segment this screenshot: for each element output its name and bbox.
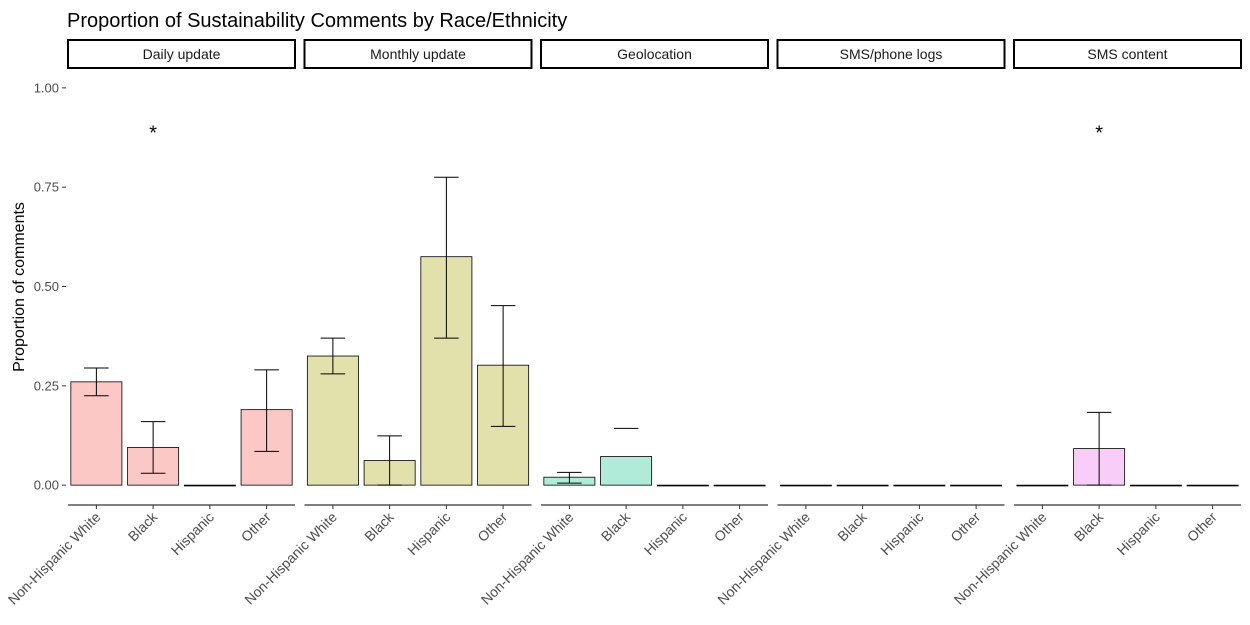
x-tick-label: Black xyxy=(598,508,634,544)
significance-marker: * xyxy=(1095,123,1103,145)
x-tick-label: Other xyxy=(238,509,274,545)
facet-strip xyxy=(1013,39,1242,69)
significance-marker: * xyxy=(149,123,157,145)
x-tick-label: Black xyxy=(361,508,397,544)
x-tick-label: Hispanic xyxy=(404,509,453,558)
facet-strip-label: Monthly update xyxy=(370,46,466,62)
y-tick-label: 0.75 xyxy=(34,180,59,195)
bar xyxy=(1016,484,1069,487)
facet-strip xyxy=(776,39,1006,69)
panel-daily-update: Daily update Non-Hispanic White * Black Hisp… xyxy=(5,39,296,608)
bar xyxy=(950,484,1003,487)
x-tick-label: Non-Hispanic White xyxy=(5,509,104,608)
x-tick-label: Other xyxy=(474,509,510,545)
bar xyxy=(70,381,123,486)
facet-strip xyxy=(67,39,296,69)
facet-strip-label: Daily update xyxy=(143,46,221,62)
y-tick-label: 0.00 xyxy=(34,478,59,493)
facet-strip xyxy=(303,39,533,69)
y-tick-label: 0.50 xyxy=(34,279,59,294)
x-tick-label: Other xyxy=(711,509,747,545)
bar xyxy=(306,355,359,486)
y-tick-label: 1.00 xyxy=(34,80,59,95)
x-tick-label: Black xyxy=(1071,508,1107,544)
x-tick-label: Other xyxy=(1184,509,1220,545)
facet-strip xyxy=(540,39,769,69)
bar xyxy=(1186,484,1239,487)
x-tick-label: Hispanic xyxy=(1114,509,1163,558)
bar xyxy=(713,484,766,487)
x-tick-label: Hispanic xyxy=(168,509,217,558)
x-tick-label: Other xyxy=(947,509,983,545)
bar xyxy=(600,456,653,486)
bar xyxy=(183,484,236,487)
x-tick-label: Black xyxy=(125,508,161,544)
facet-strip-label: SMS/phone logs xyxy=(840,46,943,62)
y-axis-label: Proportion of comments xyxy=(11,202,28,372)
bar xyxy=(893,484,946,487)
facet-strip-label: Geolocation xyxy=(617,46,692,62)
y-tick-label: 0.25 xyxy=(34,378,59,393)
bar xyxy=(836,484,889,487)
bar xyxy=(1129,484,1182,487)
x-tick-label: Hispanic xyxy=(877,509,926,558)
bar xyxy=(656,484,709,487)
y-axis: 0.00 0.25 0.50 0.75 1.00 xyxy=(34,80,66,493)
chart-title: Proportion of Sustainability Comments by… xyxy=(67,10,567,32)
facet-strip-label: SMS content xyxy=(1087,46,1167,62)
bar xyxy=(779,484,832,487)
x-tick-label: Hispanic xyxy=(641,509,690,558)
x-tick-label: Black xyxy=(834,508,870,544)
